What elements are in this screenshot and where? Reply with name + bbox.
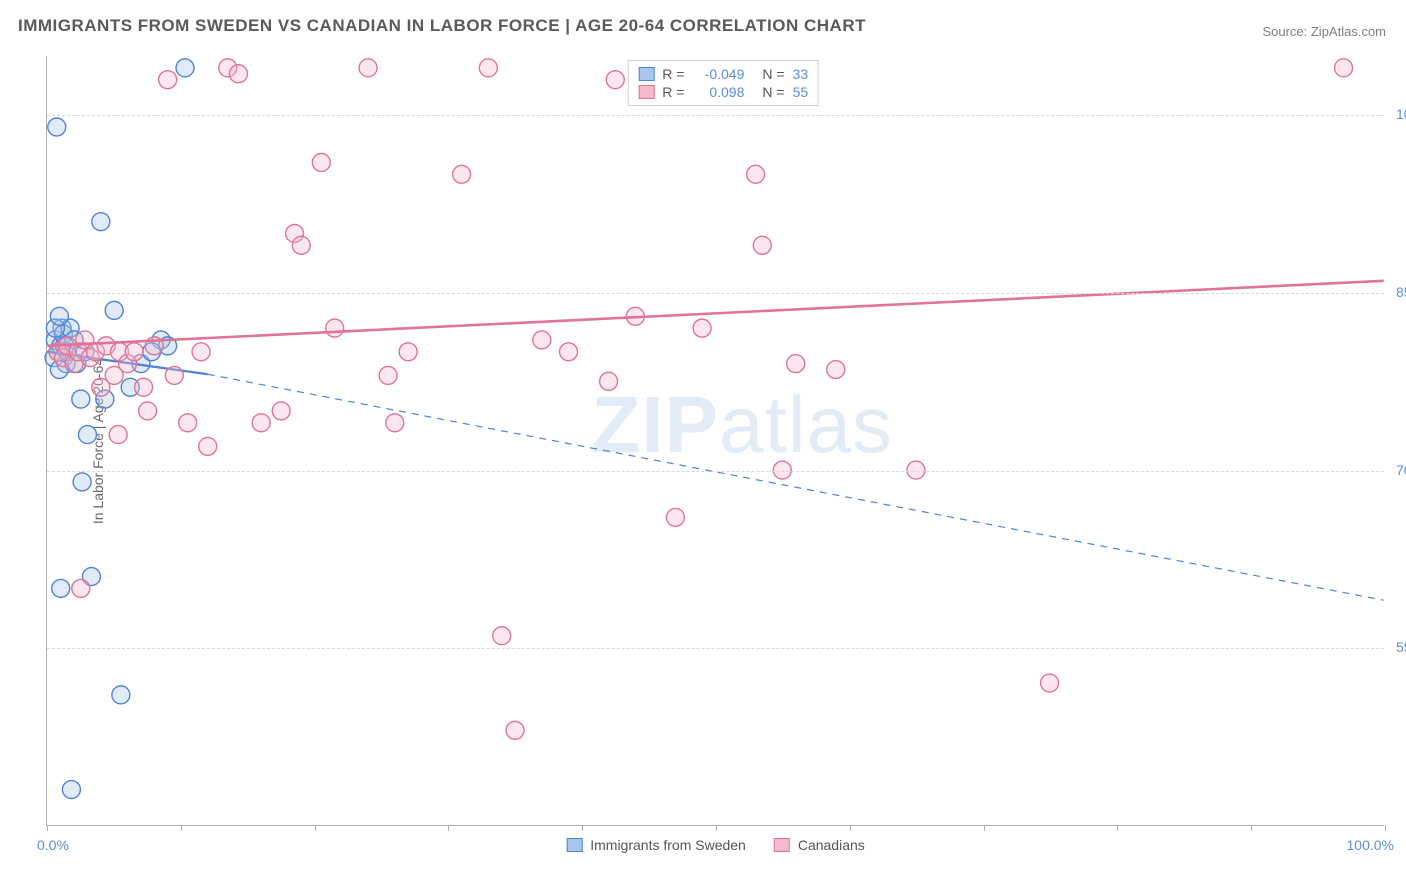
gridline: [47, 471, 1384, 472]
data-point: [1335, 59, 1353, 77]
data-point: [105, 301, 123, 319]
data-point: [192, 343, 210, 361]
data-point: [493, 627, 511, 645]
r-label: R =: [662, 66, 684, 82]
data-point: [386, 414, 404, 432]
r-value-canadians: 0.098: [692, 84, 744, 100]
gridline: [47, 648, 1384, 649]
data-point: [72, 390, 90, 408]
legend-label-sweden: Immigrants from Sweden: [590, 837, 746, 853]
legend-label-canadians: Canadians: [798, 837, 865, 853]
x-tick: [1117, 825, 1118, 831]
data-point: [139, 402, 157, 420]
n-value-canadians: 55: [793, 84, 809, 100]
data-point: [252, 414, 270, 432]
legend-row-canadians: R = 0.098 N = 55: [638, 83, 808, 101]
data-point: [135, 378, 153, 396]
legend-series: Immigrants from Sweden Canadians: [566, 837, 865, 853]
n-label: N =: [762, 84, 784, 100]
legend-correlation: R = -0.049 N = 33 R = 0.098 N = 55: [627, 60, 819, 106]
data-point: [479, 59, 497, 77]
data-point: [125, 343, 143, 361]
data-point: [506, 721, 524, 739]
gridline: [47, 293, 1384, 294]
x-tick: [181, 825, 182, 831]
y-tick-label: 55.0%: [1388, 639, 1406, 655]
x-tick: [47, 825, 48, 831]
swatch-canadians: [774, 838, 790, 852]
data-point: [533, 331, 551, 349]
chart-svg: [47, 56, 1384, 825]
data-point: [48, 118, 66, 136]
x-tick: [984, 825, 985, 831]
legend-item-canadians: Canadians: [774, 837, 865, 853]
legend-row-sweden: R = -0.049 N = 33: [638, 65, 808, 83]
r-label: R =: [662, 84, 684, 100]
data-point: [292, 236, 310, 254]
data-point: [787, 355, 805, 373]
x-tick: [716, 825, 717, 831]
data-point: [78, 426, 96, 444]
y-tick-label: 70.0%: [1388, 462, 1406, 478]
x-tick: [850, 825, 851, 831]
x-tick: [582, 825, 583, 831]
x-tick: [448, 825, 449, 831]
data-point: [109, 426, 127, 444]
data-point: [326, 319, 344, 337]
data-point: [399, 343, 417, 361]
data-point: [50, 307, 68, 325]
data-point: [606, 71, 624, 89]
data-point: [359, 59, 377, 77]
data-point: [159, 71, 177, 89]
swatch-sweden: [566, 838, 582, 852]
plot-area: ZIPatlas In Labor Force | Age 20-64 R = …: [46, 56, 1384, 826]
data-point: [92, 213, 110, 231]
data-point: [1041, 674, 1059, 692]
data-point: [179, 414, 197, 432]
data-point: [112, 686, 130, 704]
y-tick-label: 85.0%: [1388, 284, 1406, 300]
swatch-canadians: [638, 85, 654, 99]
data-point: [176, 59, 194, 77]
data-point: [827, 361, 845, 379]
legend-item-sweden: Immigrants from Sweden: [566, 837, 746, 853]
x-tick: [315, 825, 316, 831]
data-point: [747, 165, 765, 183]
data-point: [600, 372, 618, 390]
x-label-min: 0.0%: [37, 837, 69, 853]
data-point: [72, 579, 90, 597]
x-tick: [1251, 825, 1252, 831]
data-point: [753, 236, 771, 254]
data-point: [272, 402, 290, 420]
data-point: [693, 319, 711, 337]
data-point: [52, 579, 70, 597]
gridline: [47, 115, 1384, 116]
swatch-sweden: [638, 67, 654, 81]
data-point: [379, 366, 397, 384]
trend-line-dashed: [208, 374, 1384, 600]
data-point: [229, 65, 247, 83]
data-point: [312, 153, 330, 171]
n-value-sweden: 33: [793, 66, 809, 82]
chart-title: IMMIGRANTS FROM SWEDEN VS CANADIAN IN LA…: [18, 16, 866, 36]
data-point: [666, 508, 684, 526]
r-value-sweden: -0.049: [692, 66, 744, 82]
data-point: [199, 437, 217, 455]
data-point: [165, 366, 183, 384]
data-point: [62, 781, 80, 799]
y-tick-label: 100.0%: [1388, 106, 1406, 122]
x-label-max: 100.0%: [1347, 837, 1394, 853]
data-point: [453, 165, 471, 183]
n-label: N =: [762, 66, 784, 82]
trend-line-solid: [47, 281, 1383, 346]
data-point: [560, 343, 578, 361]
x-tick: [1385, 825, 1386, 831]
source-attribution: Source: ZipAtlas.com: [1262, 24, 1386, 39]
data-point: [73, 473, 91, 491]
